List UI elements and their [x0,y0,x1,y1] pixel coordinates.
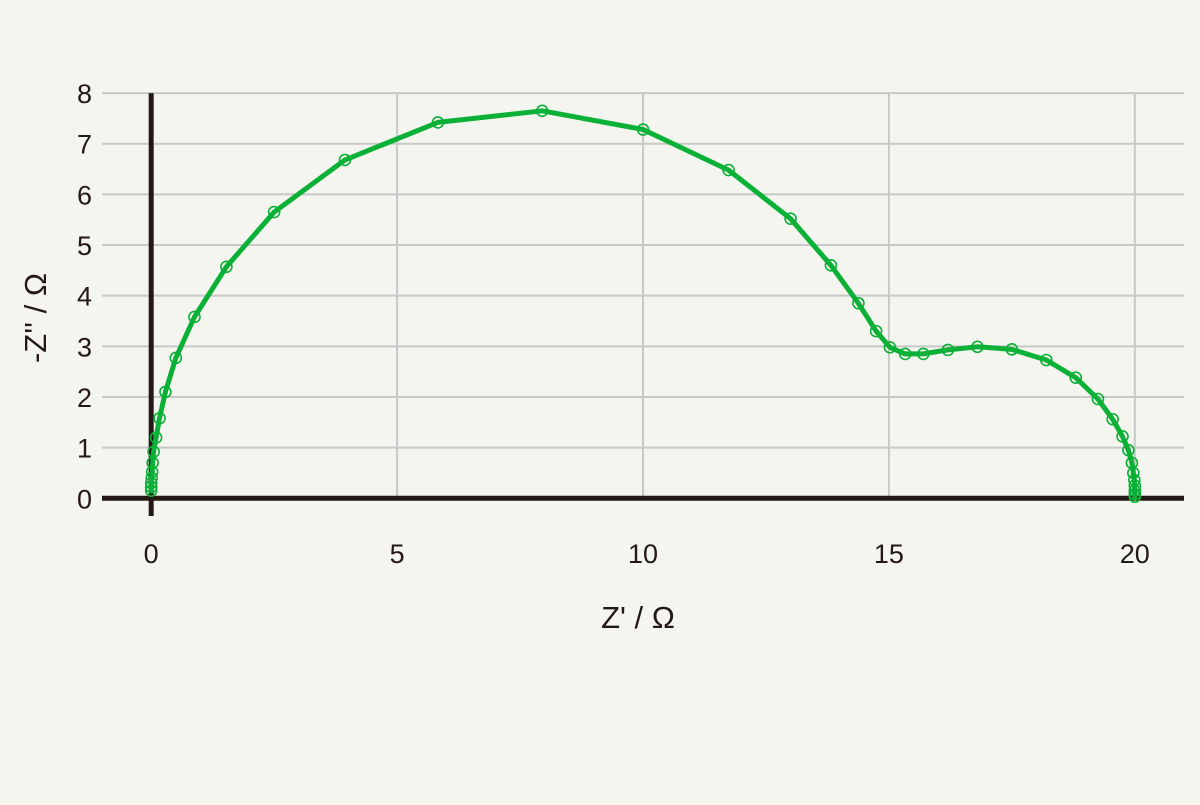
series-line [148,108,1138,500]
data-point [145,471,158,485]
x-tick-label: 20 [1120,539,1150,569]
data-point [883,341,897,354]
y-tick-label: 6 [77,180,92,210]
data-point [144,484,158,497]
data-point [153,411,166,425]
data-point [431,116,445,129]
data-point [1122,443,1135,457]
data-point [971,340,984,354]
tick-labels: 0 1 2 3 4 5 6 7 8 0 5 10 15 20 [77,79,1150,569]
data-point [941,343,955,357]
data-point [188,310,201,324]
y-tick-label: 2 [77,383,92,413]
data-point [1005,343,1019,356]
data-point [144,480,158,494]
data-point [1127,466,1140,480]
x-tick-label: 15 [874,539,904,569]
series-layer [144,104,1142,504]
data-point [145,465,159,479]
data-point [267,205,281,219]
data-point [535,104,549,118]
data-point [1116,430,1129,443]
data-point [338,153,352,167]
axes [102,93,1184,516]
data-point [169,351,183,365]
data-point [784,212,797,225]
y-tick-label: 0 [77,484,92,514]
grid-lines [102,92,1184,499]
y-tick-label: 3 [77,332,92,362]
data-point [159,385,172,399]
x-tick-label: 0 [144,539,159,569]
data-point [917,347,930,361]
y-tick-label: 8 [77,79,92,109]
x-axis-title: Z' / Ω [601,600,675,635]
y-tick-label: 4 [77,282,92,312]
data-point [852,296,865,310]
data-point [1128,490,1142,504]
data-point [1106,412,1119,426]
y-tick-label: 7 [77,130,92,160]
y-tick-label: 5 [77,231,92,261]
data-point [722,163,735,177]
data-point [149,431,163,444]
data-point [898,347,912,361]
data-point [636,123,650,136]
data-point [220,260,233,274]
data-point [147,445,160,458]
x-tick-label: 5 [390,539,405,569]
data-point [1128,484,1142,497]
y-axis-title: -Z'' / Ω [18,273,53,363]
data-point [869,324,883,338]
data-point [1091,392,1105,406]
y-tick-label: 1 [77,434,92,464]
data-point [1039,353,1053,367]
data-point [824,258,838,272]
data-point [1069,371,1083,385]
x-tick-label: 10 [628,539,658,569]
